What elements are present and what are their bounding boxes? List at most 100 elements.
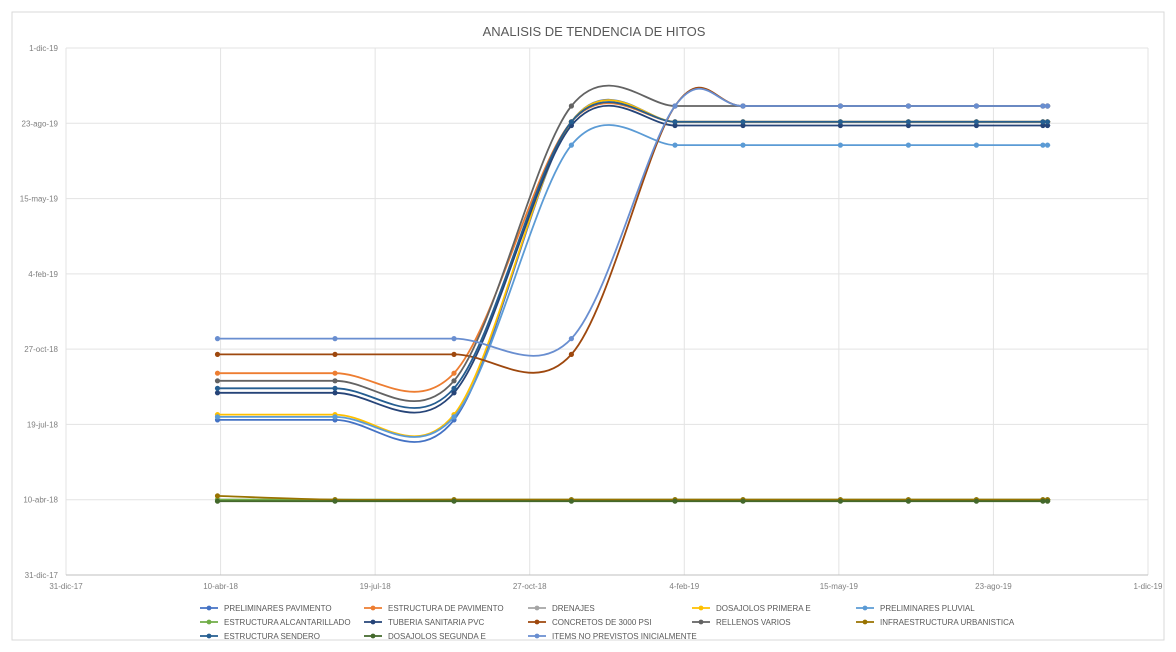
legend-swatch-marker [534, 605, 540, 611]
data-point [672, 119, 678, 125]
data-point [332, 385, 338, 391]
data-point [332, 378, 338, 384]
legend-item: ESTRUCTURA SENDERO [200, 632, 320, 641]
data-point [905, 142, 912, 148]
data-point [451, 414, 457, 420]
data-point [332, 370, 338, 376]
data-point [1040, 103, 1046, 109]
series-11 [214, 498, 1051, 504]
legend-label: PRELIMINARES PLUVIAL [880, 604, 975, 613]
legend-item: CONCRETOS DE 3000 PSI [528, 618, 651, 627]
chart-frame [11, 11, 1165, 641]
legend: PRELIMINARES PAVIMENTO ESTRUCTURA DE PAVI… [200, 604, 1015, 641]
data-point [1040, 498, 1046, 504]
x-tick-label: 23-ago-19 [975, 582, 1012, 591]
legend-item: ITEMS NO PREVISTOS INICIALMENTE [528, 632, 697, 641]
data-point [214, 370, 221, 376]
legend-label: ESTRUCTURA DE PAVIMENTO [388, 604, 504, 613]
data-point [214, 351, 221, 357]
y-tick-label: 31-dic-17 [25, 571, 59, 580]
data-point [1044, 119, 1051, 125]
data-point [214, 414, 221, 420]
series-12 [214, 87, 1051, 357]
data-point [451, 336, 457, 342]
data-point [672, 122, 678, 129]
data-point [568, 498, 575, 504]
legend-label: ITEMS NO PREVISTOS INICIALMENTE [552, 632, 697, 641]
legend-item: DOSAJOLOS PRIMERA E [692, 604, 811, 613]
data-point [1044, 122, 1051, 129]
legend-label: RELLENOS VARIOS [716, 618, 791, 627]
data-point [905, 119, 912, 125]
legend-label: DOSAJOLOS PRIMERA E [716, 604, 811, 613]
data-point [332, 498, 338, 504]
data-point [1044, 103, 1051, 109]
legend-swatch-marker [206, 605, 212, 611]
data-point [451, 390, 457, 396]
legend-label: DOSAJOLOS SEGUNDA E [388, 632, 486, 641]
legend-item: ESTRUCTURA DE PAVIMENTO [364, 604, 504, 613]
data-point [837, 142, 844, 148]
y-tick-label: 10-abr-18 [23, 496, 58, 505]
legend-item: PRELIMINARES PLUVIAL [856, 604, 975, 613]
data-point [568, 119, 575, 125]
data-point [451, 385, 457, 391]
data-point [740, 119, 746, 125]
y-tick-label: 19-jul-18 [27, 420, 59, 429]
legend-label: PRELIMINARES PAVIMENTO [224, 604, 332, 613]
legend-item: DRENAJES [528, 604, 595, 613]
data-point [1044, 142, 1051, 148]
data-point [332, 390, 338, 396]
legend-item: RELLENOS VARIOS [692, 618, 791, 627]
legend-swatch-marker [206, 619, 212, 625]
data-point [740, 122, 746, 129]
legend-label: TUBERIA SANITARIA PVC [388, 618, 485, 627]
data-point [451, 370, 457, 376]
x-tick-label: 10-abr-18 [203, 582, 238, 591]
x-tick-label: 15-may-19 [820, 582, 859, 591]
data-point [568, 142, 575, 148]
axes: 31-dic-17 10-abr-18 19-jul-18 27-oct-18 4-fe… [20, 44, 1163, 591]
legend-swatch-marker [862, 619, 868, 625]
x-tick-label: 1-dic-19 [1134, 582, 1163, 591]
legend-label: CONCRETOS DE 3000 PSI [552, 618, 651, 627]
data-point [568, 351, 575, 357]
data-point [973, 498, 980, 504]
legend-swatch-marker [698, 605, 704, 611]
legend-swatch-marker [370, 633, 376, 639]
legend-swatch-marker [370, 605, 376, 611]
data-point [973, 119, 980, 125]
x-tick-label: 19-jul-18 [360, 582, 392, 591]
x-tick-label: 31-dic-17 [49, 582, 83, 591]
data-point [214, 336, 221, 342]
y-tick-label: 23-ago-19 [22, 119, 59, 128]
data-point [451, 498, 457, 504]
data-point [1044, 498, 1051, 504]
legend-label: ESTRUCTURA SENDERO [224, 632, 320, 641]
data-point [740, 103, 746, 109]
legend-label: ESTRUCTURA ALCANTARILLADO [224, 618, 351, 627]
data-point [740, 498, 746, 504]
data-point [837, 119, 844, 125]
legend-item: INFRAESTRUCTURA URBANISTICA [856, 618, 1015, 627]
y-tick-label: 15-may-19 [20, 195, 59, 204]
legend-swatch-marker [206, 633, 212, 639]
y-tick-label: 4-feb-19 [28, 270, 58, 279]
data-point [837, 103, 844, 109]
legend-swatch-marker [534, 633, 540, 639]
data-point [973, 142, 980, 148]
legend-swatch-marker [534, 619, 540, 625]
legend-item: ESTRUCTURA ALCANTARILLADO [200, 618, 351, 627]
data-point [568, 103, 575, 109]
x-tick-label: 27-oct-18 [513, 582, 547, 591]
data-point [837, 122, 844, 129]
data-point [332, 414, 338, 420]
data-point [672, 142, 678, 148]
data-point [568, 336, 575, 342]
data-point [1040, 142, 1046, 148]
data-point [214, 378, 221, 384]
data-point [332, 336, 338, 342]
series-line [217, 495, 1051, 501]
